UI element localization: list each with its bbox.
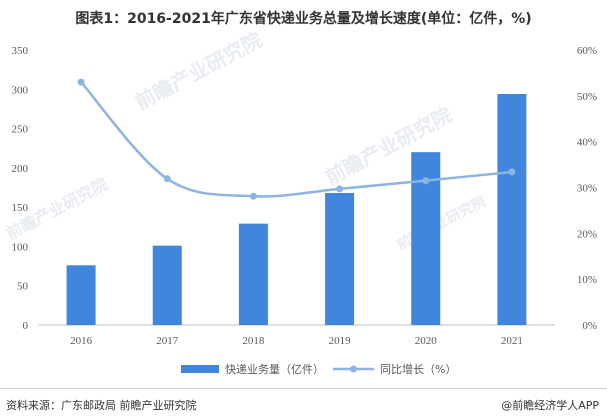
- bar-2017: [152, 245, 182, 325]
- y-left-tick-label: 0: [23, 320, 29, 332]
- brand-text: @前瞻经济学人APP: [501, 399, 599, 412]
- y-right-tick-label: 30%: [577, 183, 597, 195]
- y-left-tick-label: 300: [12, 84, 29, 96]
- growth-point-2016: [77, 78, 85, 86]
- x-tick-label: 2018: [242, 335, 265, 347]
- watermark-text: 前瞻产业研究院: [394, 193, 489, 254]
- growth-point-2017: [163, 175, 171, 183]
- legend-line-label: 同比增长（%）: [380, 362, 456, 376]
- y-right-tick-label: 40%: [577, 137, 597, 149]
- x-tick-label: 2017: [156, 335, 179, 347]
- legend: 快递业务量（亿件） 同比增长（%）: [181, 362, 456, 376]
- bar-series: [66, 94, 527, 325]
- x-tick-label: 2019: [329, 335, 352, 347]
- growth-point-2018: [249, 192, 257, 200]
- y-left-tick-label: 150: [12, 202, 29, 214]
- y-left-tick-label: 250: [12, 124, 29, 136]
- y-right-tick-label: 10%: [577, 274, 597, 286]
- growth-point-2020: [422, 177, 430, 185]
- legend-bar-label: 快递业务量（亿件）: [225, 362, 324, 376]
- source-text: 资料来源：广东邮政局 前瞻产业研究院: [6, 399, 197, 412]
- legend-line-marker: [350, 365, 357, 373]
- bar-2016: [66, 265, 96, 325]
- growth-point-2019: [336, 185, 344, 193]
- growth-point-2021: [508, 168, 516, 176]
- legend-bar-swatch: [181, 365, 219, 373]
- y-left-tick-label: 200: [12, 163, 29, 175]
- line-series: [77, 78, 516, 200]
- footer: 资料来源：广东邮政局 前瞻产业研究院 @前瞻经济学人APP: [0, 388, 607, 415]
- y-left-tick-label: 350: [12, 45, 29, 57]
- watermark-text: 前瞻产业研究院: [131, 27, 266, 114]
- y-right-tick-label: 20%: [577, 228, 597, 240]
- x-tick-label: 2021: [501, 335, 523, 347]
- y-right-tick-label: 0%: [582, 320, 597, 332]
- tick-labels: 0 50 100 150 200 250 300 350 0% 10% 20% 30% 40% 50% 60…: [12, 45, 598, 347]
- growth-line: [80, 81, 513, 198]
- y-right-tick-label: 50%: [577, 91, 597, 103]
- y-right-tick-label: 60%: [577, 45, 597, 57]
- bar-2018: [238, 223, 268, 325]
- bar-2021: [497, 94, 527, 325]
- y-left-tick-label: 50: [17, 281, 29, 293]
- chart-title: 图表1：2016-2021年广东省快递业务总量及增长速度(单位：亿件，%): [75, 11, 532, 27]
- x-tick-label: 2020: [415, 335, 438, 347]
- x-tick-label: 2016: [70, 335, 93, 347]
- bar-2019: [325, 193, 355, 325]
- y-left-tick-label: 100: [12, 241, 29, 253]
